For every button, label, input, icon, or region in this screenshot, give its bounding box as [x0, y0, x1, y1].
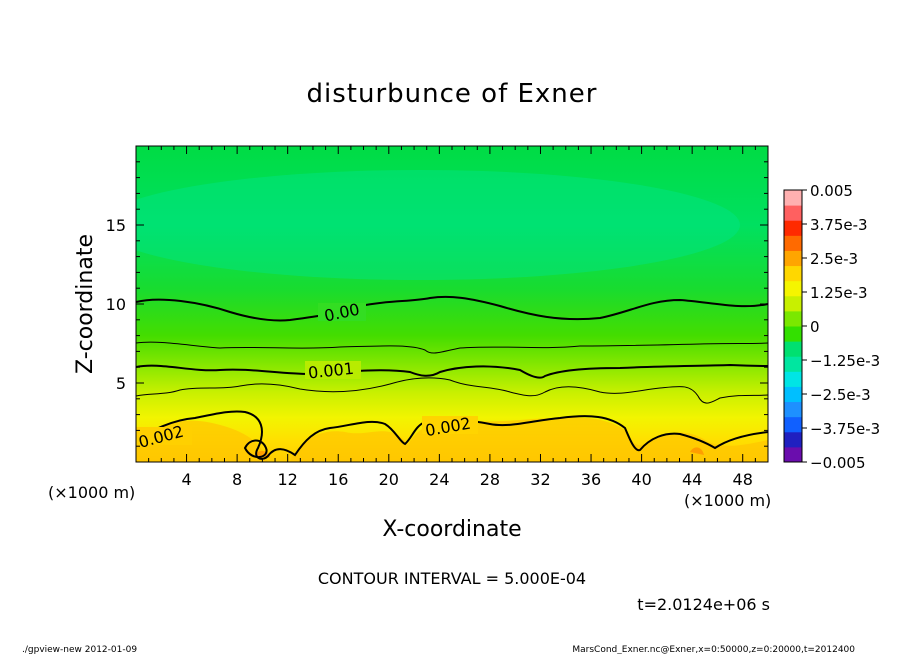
colorbar-label: −1.25e-3: [810, 352, 880, 370]
colorbar-swatch: [784, 401, 802, 418]
colorbar-label: 3.75e-3: [810, 216, 868, 234]
colorbar-swatch: [784, 190, 802, 206]
x-tick-label: 8: [232, 470, 242, 489]
contour-interval: CONTOUR INTERVAL = 5.000E-04: [318, 569, 586, 588]
colorbar-swatch: [784, 341, 802, 357]
colorbar-swatch: [784, 386, 802, 403]
colorbar-label: 2.5e-3: [810, 250, 858, 268]
x-tick-label: 40: [631, 470, 651, 489]
footer-left: ./gpview-new 2012-01-09: [22, 645, 137, 654]
x-axis-label: X-coordinate: [382, 517, 521, 542]
y-tick-label: 15: [106, 216, 126, 235]
contour-label-group: 0.00 0.001 0.002 0.002: [136, 300, 478, 452]
x-tick-label: 48: [733, 470, 753, 489]
x-tick-label: 44: [682, 470, 702, 489]
colorbar-label: 0: [810, 318, 820, 336]
contour-zero: [136, 295, 768, 322]
contour-0002: [136, 410, 768, 460]
x-unit-right: (×1000 m): [684, 491, 771, 510]
colorbar-label: −3.75e-3: [810, 420, 880, 438]
field-background: [136, 146, 768, 462]
x-tick-label: 4: [181, 470, 191, 489]
colorbar: 0.005 3.75e-3 2.5e-3 1.25e-3 0 −1.25e-3 −2.5e-…: [783, 182, 880, 472]
colorbar-swatch: [784, 265, 802, 282]
colorbar-swatch: [784, 416, 802, 433]
colorbar-swatch: [784, 431, 802, 448]
x-tick-label: 32: [530, 470, 550, 489]
colorbar-label: 0.005: [810, 182, 853, 200]
colorbar-swatch: [784, 295, 802, 312]
colorbar-swatch: [784, 205, 802, 221]
contour-label-2: 0.001: [307, 359, 355, 383]
contour-00015: [136, 377, 768, 404]
x-tick-label: 28: [480, 470, 500, 489]
x-tick-label: 20: [379, 470, 399, 489]
footer-right: MarsCond_Exner.nc@Exner,x=0:50000,z=0:20…: [572, 645, 855, 654]
x-tick-label: 16: [328, 470, 348, 489]
x-tick-label: 12: [278, 470, 298, 489]
colorbar-swatch: [784, 235, 802, 251]
time-label: t=2.0124e+06 s: [637, 595, 770, 614]
contour-neg-0005: [136, 341, 768, 354]
x-tick-label: 24: [429, 470, 449, 489]
colorbar-label: 1.25e-3: [810, 284, 868, 302]
colorbar-swatch: [784, 280, 802, 297]
colorbar-swatch: [784, 446, 802, 463]
y-axis-label: Z-coordinate: [73, 234, 98, 374]
colorbar-label: −2.5e-3: [810, 386, 871, 404]
colorbar-swatch: [784, 250, 802, 267]
colorbar-swatch: [784, 310, 802, 327]
colorbar-swatch: [784, 356, 802, 372]
y-tick-label: 10: [106, 295, 126, 314]
x-unit-left: (×1000 m): [48, 483, 135, 502]
chart-title: disturbunce of Exner: [307, 79, 598, 109]
contour-small-loop: [243, 439, 268, 458]
contour-lines: [136, 295, 768, 460]
y-axis: 5 10 15: [106, 161, 768, 447]
colorbar-swatch: [784, 326, 802, 342]
warm-region: [136, 417, 768, 462]
colorbar-label: −0.005: [810, 454, 866, 472]
x-axis: 4 8 12 16 20 24 28 32 36 40 44 48: [148, 146, 756, 489]
contour-0001: [136, 363, 768, 379]
colorbar-swatch: [784, 371, 802, 387]
upper-cyan-patch: [136, 170, 740, 280]
colorbar-swatch: [784, 220, 802, 236]
y-tick-label: 5: [116, 374, 126, 393]
x-tick-label: 36: [581, 470, 601, 489]
